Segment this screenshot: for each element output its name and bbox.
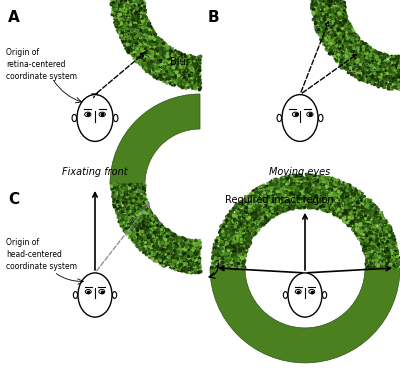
Text: Blur: Blur [170,57,190,67]
Ellipse shape [85,290,91,294]
Ellipse shape [295,290,301,294]
Ellipse shape [85,112,91,117]
Ellipse shape [99,112,105,117]
Ellipse shape [77,95,113,141]
Ellipse shape [318,114,323,121]
Ellipse shape [99,290,105,294]
Ellipse shape [112,291,117,298]
Ellipse shape [72,114,76,121]
Ellipse shape [309,290,315,294]
Text: Required intact region: Required intact region [225,195,334,205]
Ellipse shape [277,114,282,121]
Text: A: A [8,10,20,25]
Text: Origin of
retina-centered
coordinate system: Origin of retina-centered coordinate sys… [6,48,77,81]
Text: Origin of
head-centered
coordinate system: Origin of head-centered coordinate syste… [6,238,77,270]
Text: B: B [208,10,220,25]
Ellipse shape [292,112,299,117]
Ellipse shape [78,273,112,317]
Ellipse shape [282,95,318,141]
Text: Fixating front: Fixating front [62,167,128,177]
Ellipse shape [283,291,288,298]
Wedge shape [110,94,200,184]
Ellipse shape [73,291,78,298]
Text: C: C [8,192,19,207]
Ellipse shape [307,112,313,117]
Ellipse shape [114,114,118,121]
Ellipse shape [288,273,322,317]
Wedge shape [210,268,400,363]
Text: Moving eyes: Moving eyes [269,167,331,177]
Ellipse shape [322,291,327,298]
